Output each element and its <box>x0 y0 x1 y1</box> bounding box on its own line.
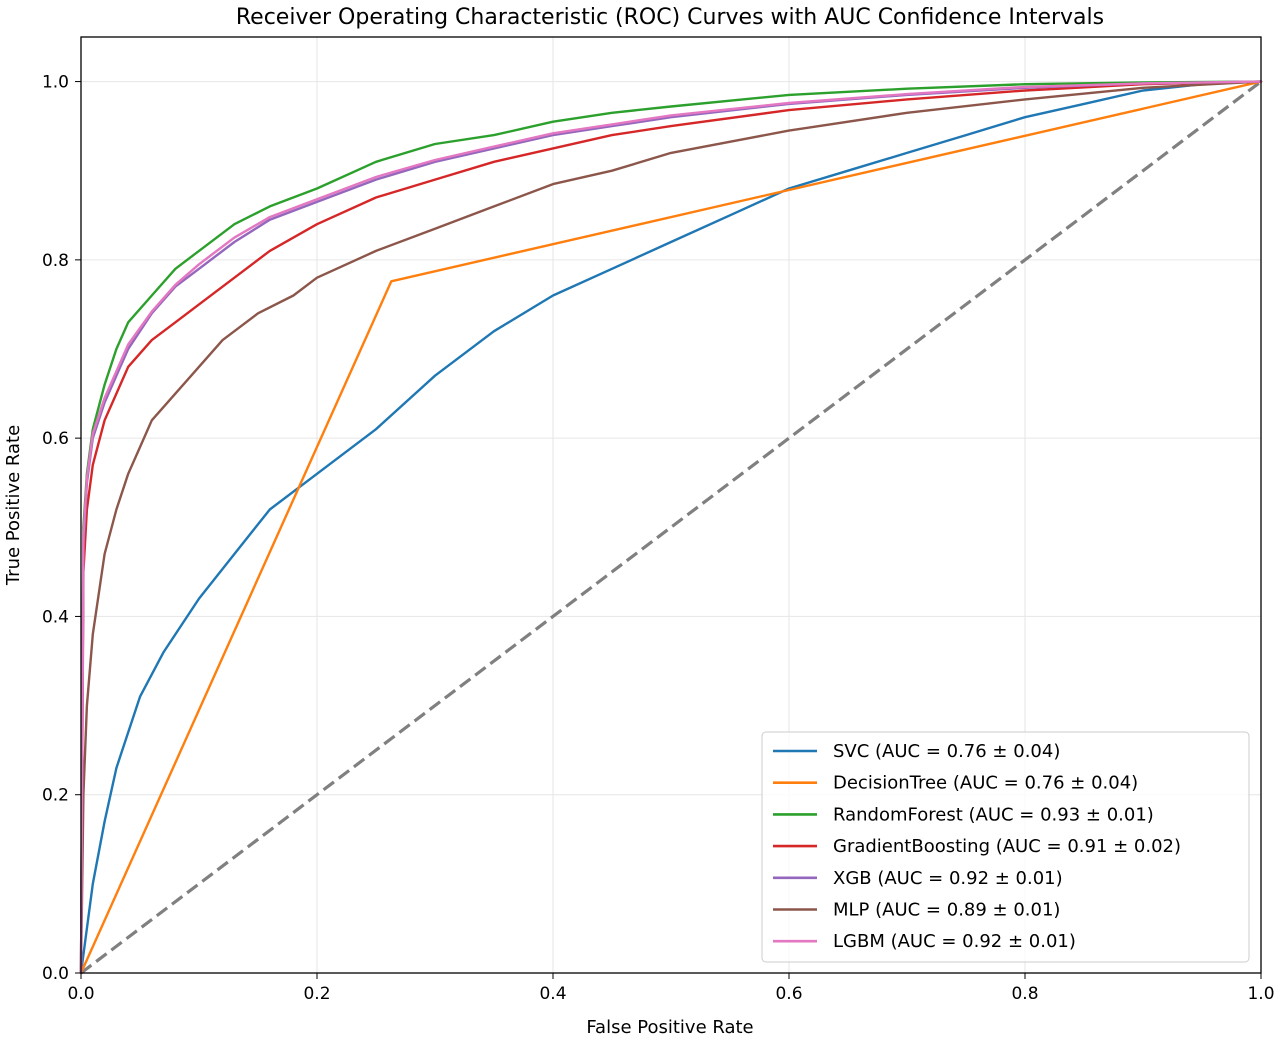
plot-frame <box>80 36 1262 974</box>
y-tick-label: 0.6 <box>42 429 69 449</box>
x-tick-label: 1.0 <box>1247 984 1274 1004</box>
axis-ticks: 0.0 0.2 0.4 0.6 0.8 1.0 0.0 0.2 0.4 0.6 0.8 1.0 <box>42 73 1275 1004</box>
x-tick-label: 0.4 <box>539 984 566 1004</box>
x-tick-label: 0.6 <box>775 984 802 1004</box>
legend-box <box>761 731 1250 963</box>
series-line-5 <box>79 80 1263 975</box>
legend-label: MLP (AUC = 0.89 ± 0.01) <box>833 900 1060 921</box>
y-axis-label: True Positive Rate <box>3 425 24 586</box>
x-axis-label: False Positive Rate <box>586 1017 753 1038</box>
series-line-6 <box>79 80 1263 975</box>
series-line-3 <box>79 80 1263 975</box>
legend: SVC (AUC = 0.76 ± 0.04) DecisionTree (AUC… <box>761 731 1250 963</box>
legend-label: XGB (AUC = 0.92 ± 0.01) <box>833 868 1063 889</box>
x-tick-label: 0.2 <box>303 984 330 1004</box>
legend-label: SVC (AUC = 0.76 ± 0.04) <box>833 741 1060 762</box>
series-line-1 <box>79 80 1263 975</box>
y-tick-label: 1.0 <box>42 73 69 93</box>
series-lines <box>79 80 1263 975</box>
chart-title: Receiver Operating Characteristic (ROC) … <box>236 5 1104 30</box>
series-line-2 <box>79 80 1263 975</box>
legend-label: RandomForest (AUC = 0.93 ± 0.01) <box>833 804 1154 825</box>
y-tick-label: 0.8 <box>42 251 69 271</box>
legend-label: GradientBoosting (AUC = 0.91 ± 0.02) <box>833 836 1181 857</box>
legend-label: DecisionTree (AUC = 0.76 ± 0.04) <box>833 773 1138 794</box>
y-tick-label: 0.4 <box>42 607 69 627</box>
x-tick-label: 0.8 <box>1011 984 1038 1004</box>
y-tick-label: 0.0 <box>42 964 69 984</box>
y-tick-label: 0.2 <box>42 786 69 806</box>
x-tick-label: 0.0 <box>67 984 94 1004</box>
legend-label: LGBM (AUC = 0.92 ± 0.01) <box>833 931 1076 952</box>
series-line-0 <box>79 80 1263 975</box>
